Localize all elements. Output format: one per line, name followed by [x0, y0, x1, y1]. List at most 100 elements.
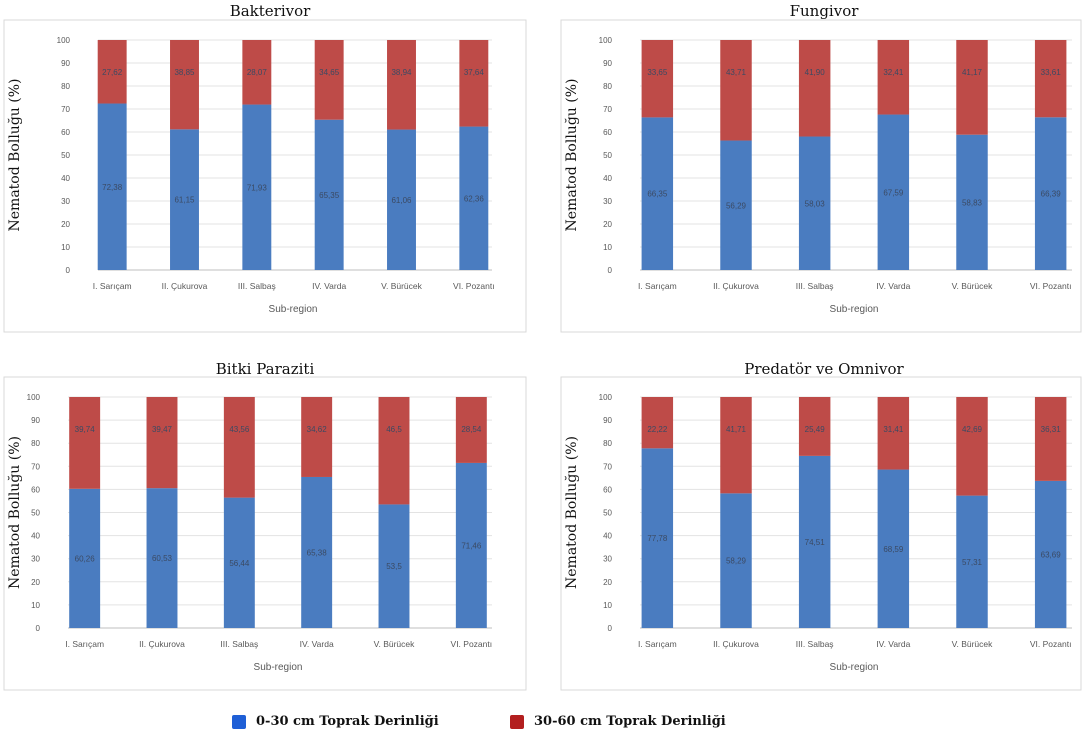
data-label: 28,54 — [461, 425, 482, 434]
bar-segment-0-30cm — [956, 134, 988, 270]
data-label: 46,5 — [386, 425, 402, 434]
bar-segment-0-30cm — [378, 504, 410, 628]
chart-title: Bakterivor — [229, 2, 311, 20]
bar-segment-30-60cm — [146, 397, 178, 489]
bar-segment-30-60cm — [1034, 397, 1067, 481]
data-label: 66,35 — [647, 190, 668, 199]
data-label: 62,36 — [464, 194, 485, 203]
bar-segment-0-30cm — [69, 488, 101, 628]
data-label: 31,41 — [883, 425, 904, 434]
y-tick-label: 20 — [31, 578, 40, 587]
y-tick-label: 60 — [61, 128, 70, 137]
y-tick-label: 30 — [31, 555, 40, 564]
data-label: 60,26 — [75, 554, 96, 563]
y-axis-label: Nematod Bolluğu (%) — [564, 436, 580, 589]
x-tick-label: I. Sarıçam — [65, 639, 104, 649]
chart-title: Bitki Paraziti — [215, 360, 315, 378]
data-label: 37,64 — [464, 68, 485, 77]
y-tick-label: 80 — [603, 82, 612, 91]
data-label: 74,51 — [805, 538, 826, 547]
x-tick-label: IV. Varda — [876, 281, 910, 291]
x-tick-label: III. Salbaş — [220, 639, 258, 649]
y-tick-label: 40 — [603, 174, 612, 183]
x-tick-label: III. Salbaş — [238, 281, 276, 291]
x-tick-label: II. Çukurova — [139, 639, 185, 649]
legend-item-bottom: 30-60 cm Toprak Derinliği — [510, 714, 726, 729]
y-tick-label: 30 — [603, 555, 612, 564]
legend-label-bottom: 30-60 cm Toprak Derinliği — [534, 714, 726, 729]
data-label: 36,31 — [1041, 425, 1062, 434]
x-tick-label: V. Bürücek — [952, 281, 994, 291]
data-label: 41,90 — [805, 68, 826, 77]
chart-panel-predator-omnivor: Predatör ve Omnivor — [744, 360, 903, 378]
data-label: 33,61 — [1041, 68, 1062, 77]
legend-item-top: 0-30 cm Toprak Derinliği — [232, 714, 439, 729]
data-label: 56,44 — [229, 559, 250, 568]
data-label: 41,17 — [962, 68, 983, 77]
data-label: 53,5 — [386, 562, 402, 571]
bar-segment-30-60cm — [223, 397, 255, 498]
y-tick-label: 20 — [603, 220, 612, 229]
bar-segment-30-60cm — [97, 40, 127, 104]
y-axis-label: Nematod Bolluğu (%) — [7, 79, 23, 232]
data-label: 38,85 — [174, 68, 195, 77]
bar-segment-30-60cm — [170, 40, 199, 130]
y-tick-label: 70 — [603, 105, 612, 114]
y-tick-label: 90 — [31, 416, 40, 425]
data-label: 34,62 — [307, 425, 328, 434]
data-label: 41,71 — [726, 425, 747, 434]
data-label: 61,15 — [174, 196, 195, 205]
bar-segment-0-30cm — [720, 140, 752, 270]
x-tick-label: VI. Pozantı — [1030, 281, 1072, 291]
bar-segment-30-60cm — [1034, 40, 1067, 118]
bar-segment-30-60cm — [242, 40, 272, 105]
y-tick-label: 0 — [608, 266, 613, 275]
chart-panel-fungivor: Fungivor — [0, 0, 1086, 345]
data-label: 60,53 — [152, 554, 173, 563]
x-tick-label: III. Salbaş — [796, 281, 834, 291]
data-label: 25,49 — [805, 425, 826, 434]
data-label: 34,65 — [319, 68, 340, 77]
bar-segment-0-30cm — [1034, 480, 1067, 628]
x-tick-label: VI. Pozantı — [453, 281, 495, 291]
x-tick-label: I. Sarıçam — [638, 639, 677, 649]
bar-segment-30-60cm — [459, 40, 489, 127]
data-label: 27,62 — [102, 68, 123, 77]
bar-segment-0-30cm — [798, 136, 831, 270]
data-label: 38,94 — [391, 68, 412, 77]
bar-segment-0-30cm — [146, 488, 178, 628]
y-tick-label: 80 — [61, 82, 70, 91]
y-tick-label: 90 — [61, 59, 70, 68]
legend-swatch-bottom — [510, 714, 524, 729]
legend-swatch-top — [232, 714, 246, 729]
y-tick-label: 0 — [608, 624, 613, 633]
data-label: 65,35 — [319, 191, 340, 200]
data-label: 65,38 — [307, 548, 328, 557]
y-tick-label: 30 — [61, 197, 70, 206]
data-label: 72,38 — [102, 183, 123, 192]
chart-panel-bakterivor: Bakterivor — [0, 0, 540, 345]
chart-group: 0 10 20 30 40 50 60 70 80 90 100 Nematod Bolluğu (%… — [3, 19, 527, 333]
chart-group: 0 10 20 30 40 50 60 70 80 90 100 Nematod Bolluğu (%… — [560, 376, 1082, 691]
y-axis-label: Nematod Bolluğu (%) — [564, 79, 580, 232]
y-tick-label: 60 — [31, 485, 40, 494]
bar-segment-0-30cm — [641, 117, 674, 271]
bar-segment-0-30cm — [720, 493, 752, 628]
bar-segment-0-30cm — [798, 455, 831, 628]
data-label: 57,31 — [962, 558, 983, 567]
data-label: 58,03 — [805, 199, 826, 208]
data-label: 22,22 — [647, 425, 668, 434]
y-tick-label: 80 — [603, 439, 612, 448]
bar-segment-30-60cm — [877, 40, 910, 115]
bar-segment-0-30cm — [459, 126, 489, 271]
x-tick-label: V. Bürücek — [381, 281, 423, 291]
bar-segment-0-30cm — [242, 104, 272, 270]
data-label: 58,83 — [962, 198, 983, 207]
data-label: 68,59 — [883, 545, 904, 554]
data-label: 71,93 — [247, 183, 268, 192]
x-tick-label: I. Sarıçam — [638, 281, 677, 291]
y-tick-label: 50 — [603, 509, 612, 518]
x-tick-label: IV. Varda — [876, 639, 910, 649]
bar-segment-30-60cm — [720, 40, 752, 141]
